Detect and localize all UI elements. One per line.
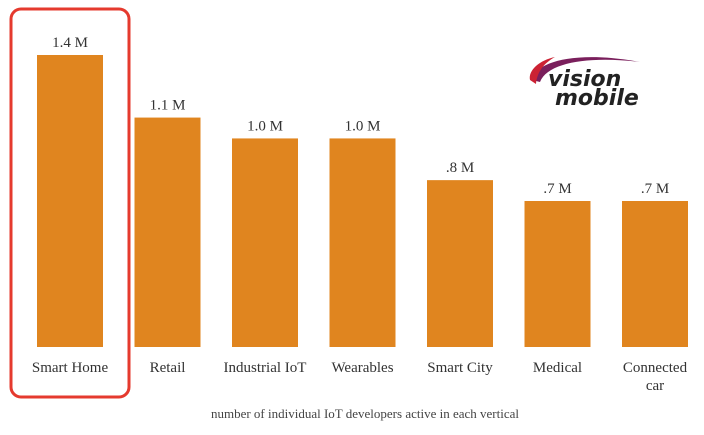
- bar-smart-city: [427, 180, 493, 347]
- vision-mobile-logo: vision mobile: [529, 57, 640, 111]
- bars-group: [37, 55, 688, 347]
- bar-wearables: [329, 138, 396, 347]
- value-label-connected-car: .7 M: [641, 181, 669, 197]
- bar-medical: [524, 201, 591, 347]
- value-label-industrial-iot: 1.0 M: [247, 118, 283, 134]
- bar-smart-home: [37, 55, 103, 347]
- category-label-retail: Retail: [150, 360, 186, 376]
- bar-connected-car: [622, 201, 688, 347]
- value-label-wearables: 1.0 M: [345, 118, 381, 134]
- value-label-medical: .7 M: [543, 181, 571, 197]
- x-axis-caption: number of individual IoT developers acti…: [211, 406, 519, 421]
- highlight-box: [9, 7, 131, 399]
- category-label-connected-car: Connected car: [623, 360, 688, 394]
- category-label-wearables: Wearables: [331, 360, 393, 376]
- value-label-smart-city: .8 M: [446, 160, 474, 176]
- bar-retail: [134, 117, 201, 347]
- category-label-smart-city: Smart City: [427, 360, 493, 376]
- category-label-smart-home: Smart Home: [32, 360, 109, 376]
- category-label-industrial-iot: Industrial IoT: [224, 360, 307, 376]
- logo-line1: vision: [548, 67, 621, 92]
- value-labels-group: 1.4 M 1.1 M 1.0 M 1.0 M .8 M .7 M .7 M: [52, 35, 669, 197]
- logo-swoosh-shadow: [529, 57, 555, 84]
- bar-industrial-iot: [232, 138, 298, 347]
- category-labels-group: Smart Home Retail Industrial IoT Wearables S…: [32, 360, 688, 394]
- logo-line2: mobile: [555, 86, 639, 111]
- logo-swoosh: [532, 57, 640, 82]
- value-label-retail: 1.1 M: [150, 98, 186, 114]
- value-label-smart-home: 1.4 M: [52, 35, 88, 51]
- category-label-medical: Medical: [533, 360, 582, 376]
